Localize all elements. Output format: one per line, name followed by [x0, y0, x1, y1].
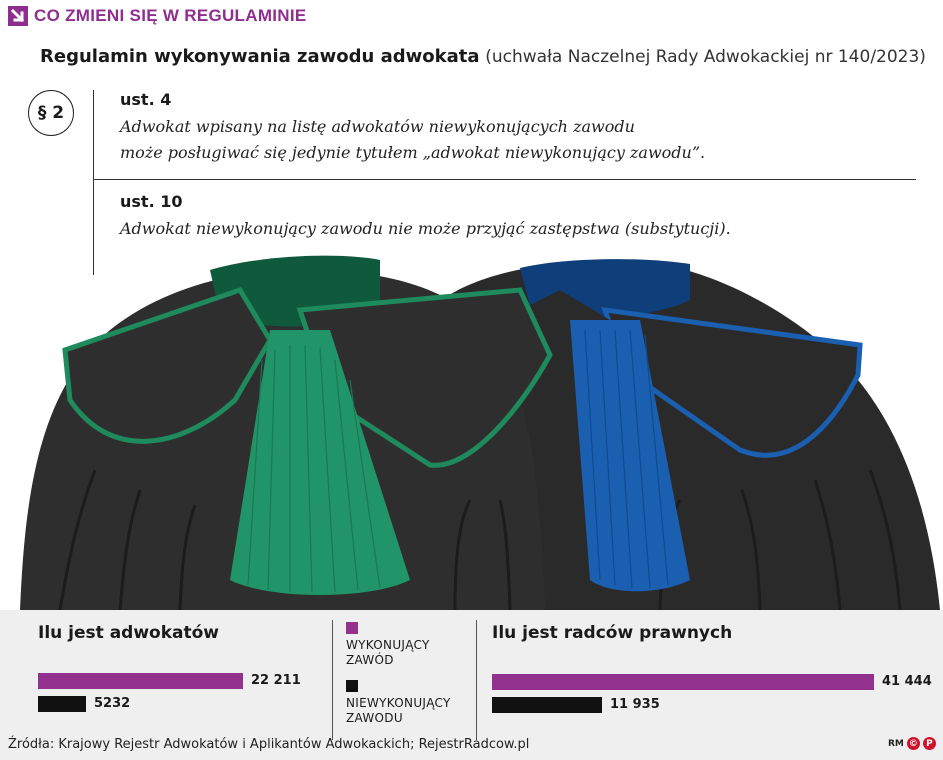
vertical-rule	[93, 90, 94, 275]
chart-title-adwokaci: Ilu jest adwokatów	[38, 623, 220, 643]
kicker: CO ZMIENI SIĘ W REGULAMINIE	[8, 6, 307, 26]
legend-swatch-wykonujacy	[346, 622, 358, 634]
bar-radcy-1	[492, 697, 602, 713]
headline: Regulamin wykonywania zawodu adwokata (u…	[40, 46, 926, 67]
legend-line: NIEWYKONUJĄCY	[346, 696, 451, 710]
arrow-down-right-icon	[8, 6, 28, 26]
logo-p-icon: P	[922, 737, 936, 750]
section-text-line: może posługiwać się jedynie tytułem „adw…	[120, 143, 706, 162]
bar-adwokaci-1	[38, 696, 86, 712]
kicker-text: CO ZMIENI SIĘ W REGULAMINIE	[34, 6, 307, 25]
legend-line: ZAWÓD	[346, 653, 394, 667]
section-text-line: Adwokat wpisany na listę adwokatów niewy…	[120, 117, 635, 136]
headline-title: Regulamin wykonywania zawodu adwokata	[40, 46, 480, 67]
publisher-logo: RM © P	[888, 737, 936, 750]
section-label: ust. 4	[120, 90, 172, 109]
legend-line: ZAWODU	[346, 711, 403, 725]
section-label: ust. 10	[120, 192, 183, 211]
bar-value-label: 41 444	[882, 674, 932, 689]
headline-subtitle: (uchwała Naczelnej Rady Adwokackiej nr 1…	[485, 47, 926, 67]
copyright-icon: ©	[906, 737, 920, 750]
source-note: Źródła: Krajowy Rejestr Adwokatów i Apli…	[8, 737, 530, 752]
divider	[476, 620, 477, 740]
horizontal-rule	[93, 179, 916, 180]
bar-adwokaci-0	[38, 673, 243, 689]
bar-value-label: 22 211	[251, 673, 301, 688]
gowns-illustration	[20, 255, 940, 611]
bar-value-label: 5232	[94, 696, 131, 711]
legend-line: WYKONUJĄCY	[346, 638, 430, 652]
legend-swatch-niewykonujacy	[346, 680, 358, 692]
legend-label-wykonujacy: WYKONUJĄCY ZAWÓD	[346, 638, 430, 668]
bar-value-label: 11 935	[610, 697, 660, 712]
chart-title-radcy: Ilu jest radców prawnych	[492, 623, 733, 643]
section-text-line: Adwokat niewykonujący zawodu nie może pr…	[120, 219, 731, 238]
divider	[332, 620, 333, 740]
bar-radcy-0	[492, 674, 874, 690]
paragraph-badge: § 2	[28, 90, 74, 136]
logo-initials: RM	[888, 738, 904, 749]
legend-label-niewykonujacy: NIEWYKONUJĄCY ZAWODU	[346, 696, 451, 726]
